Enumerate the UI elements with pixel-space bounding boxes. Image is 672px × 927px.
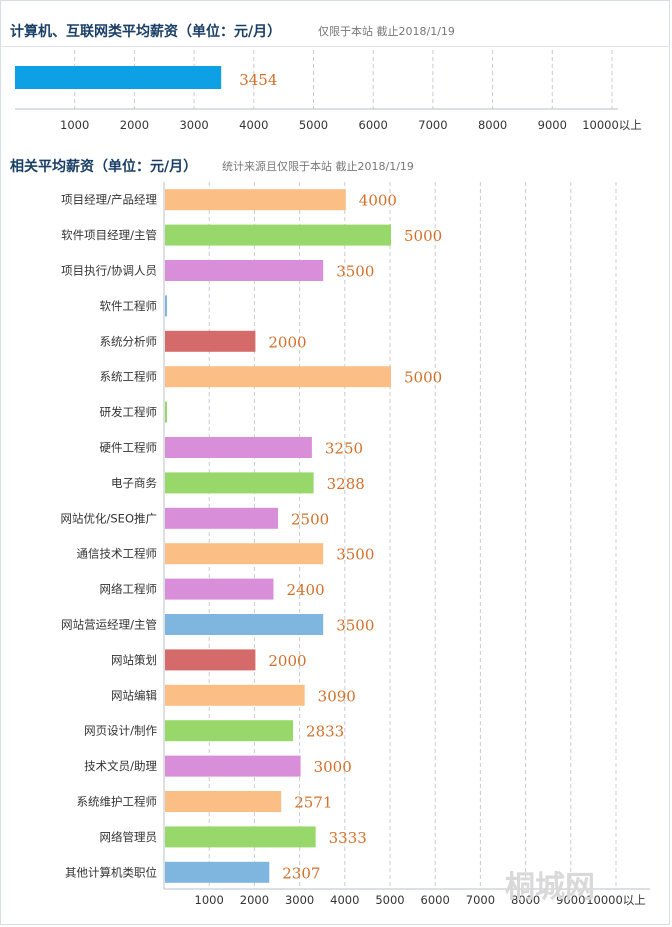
chart2-bar bbox=[165, 578, 274, 600]
chart2-value-label: 2571 bbox=[294, 794, 332, 812]
chart2-tick-label: 9000 bbox=[556, 893, 585, 907]
chart2-bar bbox=[165, 401, 167, 423]
chart2-category-label: 软件项目经理/主管 bbox=[61, 228, 157, 242]
chart2-value-label: 3288 bbox=[327, 475, 365, 493]
header-divider bbox=[0, 46, 670, 47]
chart2-tick-label: 10000以上 bbox=[586, 893, 646, 907]
chart2-bar bbox=[165, 755, 301, 777]
chart2-category-label: 网络管理员 bbox=[100, 830, 158, 844]
chart2-value-label: 3250 bbox=[325, 440, 363, 458]
chart2-bar bbox=[165, 826, 316, 848]
chart2-bar bbox=[165, 791, 282, 812]
chart2-bar bbox=[165, 437, 312, 458]
chart2-bar bbox=[165, 720, 294, 742]
chart2-value-label: 2000 bbox=[268, 652, 306, 670]
chart2-bar bbox=[165, 543, 324, 565]
chart2-category-label: 软件工程师 bbox=[100, 299, 158, 313]
chart2-category-label: 技术文员/助理 bbox=[84, 759, 157, 773]
chart2-bar bbox=[165, 684, 305, 706]
chart1-tick-label: 5000 bbox=[299, 118, 328, 132]
chart2-category-label: 网站优化/SEO推广 bbox=[61, 511, 158, 525]
chart1-tick-label: 6000 bbox=[359, 118, 388, 132]
chart2-category-label: 项目经理/产品经理 bbox=[61, 193, 157, 207]
chart2-category-label: 项目执行/协调人员 bbox=[61, 264, 157, 278]
chart2-value-label: 2833 bbox=[306, 723, 344, 741]
chart2-value-label: 2400 bbox=[286, 581, 324, 599]
chart2-category-label: 网站营运经理/主管 bbox=[61, 618, 157, 632]
chart2-bar bbox=[165, 507, 278, 529]
chart2-title: 相关平均薪资（单位：元/月） bbox=[10, 159, 198, 175]
chart1-tick-label: 1000 bbox=[60, 118, 89, 132]
chart2-tick-label: 3000 bbox=[285, 893, 314, 907]
chart2-tick-label: 4000 bbox=[330, 893, 359, 907]
chart2-bar bbox=[165, 614, 324, 635]
chart2-bar bbox=[165, 366, 391, 388]
chart2-bar bbox=[165, 189, 346, 211]
chart1-bar bbox=[15, 66, 222, 89]
chart2-category-label: 网络工程师 bbox=[100, 582, 158, 596]
chart2-value-label: 2500 bbox=[291, 510, 329, 528]
chart1-tick-label: 4000 bbox=[239, 118, 268, 132]
chart2-category-label: 其他计算机类职位 bbox=[65, 865, 157, 879]
chart2-tick-label: 5000 bbox=[375, 893, 404, 907]
chart1-subtitle: 仅限于本站 截止2018/1/19 bbox=[318, 25, 455, 38]
chart2-value-label: 3500 bbox=[336, 546, 374, 564]
chart2-bar bbox=[165, 861, 270, 883]
chart2-category-label: 电子商务 bbox=[111, 476, 157, 490]
chart1-title: 计算机、互联网类平均薪资（单位：元/月） bbox=[10, 24, 282, 40]
chart2-value-label: 3500 bbox=[336, 617, 374, 635]
chart1-tick-label: 8000 bbox=[478, 118, 507, 132]
chart1-tick-label: 10000以上 bbox=[582, 118, 642, 132]
chart1-tick-label: 7000 bbox=[418, 118, 447, 132]
chart2-category-label: 研发工程师 bbox=[100, 405, 158, 419]
chart2-tick-label: 8000 bbox=[511, 893, 540, 907]
chart2-category-label: 硬件工程师 bbox=[100, 441, 158, 455]
chart2-tick-label: 6000 bbox=[421, 893, 450, 907]
chart2-tick-label: 1000 bbox=[195, 893, 224, 907]
chart2-subtitle: 统计来源且仅限于本站 截止2018/1/19 bbox=[222, 160, 414, 173]
chart2-value-label: 5000 bbox=[404, 227, 442, 245]
chart2-bar bbox=[165, 224, 391, 246]
chart2-tick-label: 2000 bbox=[240, 893, 269, 907]
chart1-tick-label: 3000 bbox=[179, 118, 208, 132]
chart2-category-label: 网站编辑 bbox=[111, 688, 157, 702]
chart2-bar bbox=[165, 260, 324, 281]
chart2-category-label: 系统维护工程师 bbox=[77, 795, 158, 809]
chart2-value-label: 2000 bbox=[268, 333, 306, 351]
chart1-tick-label: 2000 bbox=[120, 118, 149, 132]
chart2-value-label: 5000 bbox=[404, 369, 442, 387]
chart2-bar bbox=[165, 330, 256, 352]
watermark-logo: 桐城网 bbox=[505, 870, 595, 905]
chart2-tick-label: 7000 bbox=[466, 893, 495, 907]
chart1-value-label: 3454 bbox=[239, 71, 277, 89]
chart2-category-label: 网页设计/制作 bbox=[84, 724, 157, 738]
chart2-bar bbox=[165, 295, 167, 317]
chart2-bar bbox=[165, 649, 256, 671]
chart2-value-label: 3333 bbox=[329, 829, 367, 847]
chart2-category-label: 系统分析师 bbox=[100, 334, 158, 348]
chart2-category-label: 系统工程师 bbox=[100, 370, 158, 384]
chart2-value-label: 3500 bbox=[336, 263, 374, 281]
chart2-category-label: 通信技术工程师 bbox=[77, 547, 158, 561]
chart2-value-label: 2307 bbox=[282, 864, 320, 882]
chart2-value-label: 3090 bbox=[318, 687, 356, 705]
chart1-tick-label: 9000 bbox=[538, 118, 567, 132]
chart2-bar bbox=[165, 472, 314, 494]
chart2-value-label: 4000 bbox=[359, 192, 397, 210]
chart2-category-label: 网站策划 bbox=[111, 653, 157, 667]
chart2-value-label: 3000 bbox=[314, 758, 352, 776]
